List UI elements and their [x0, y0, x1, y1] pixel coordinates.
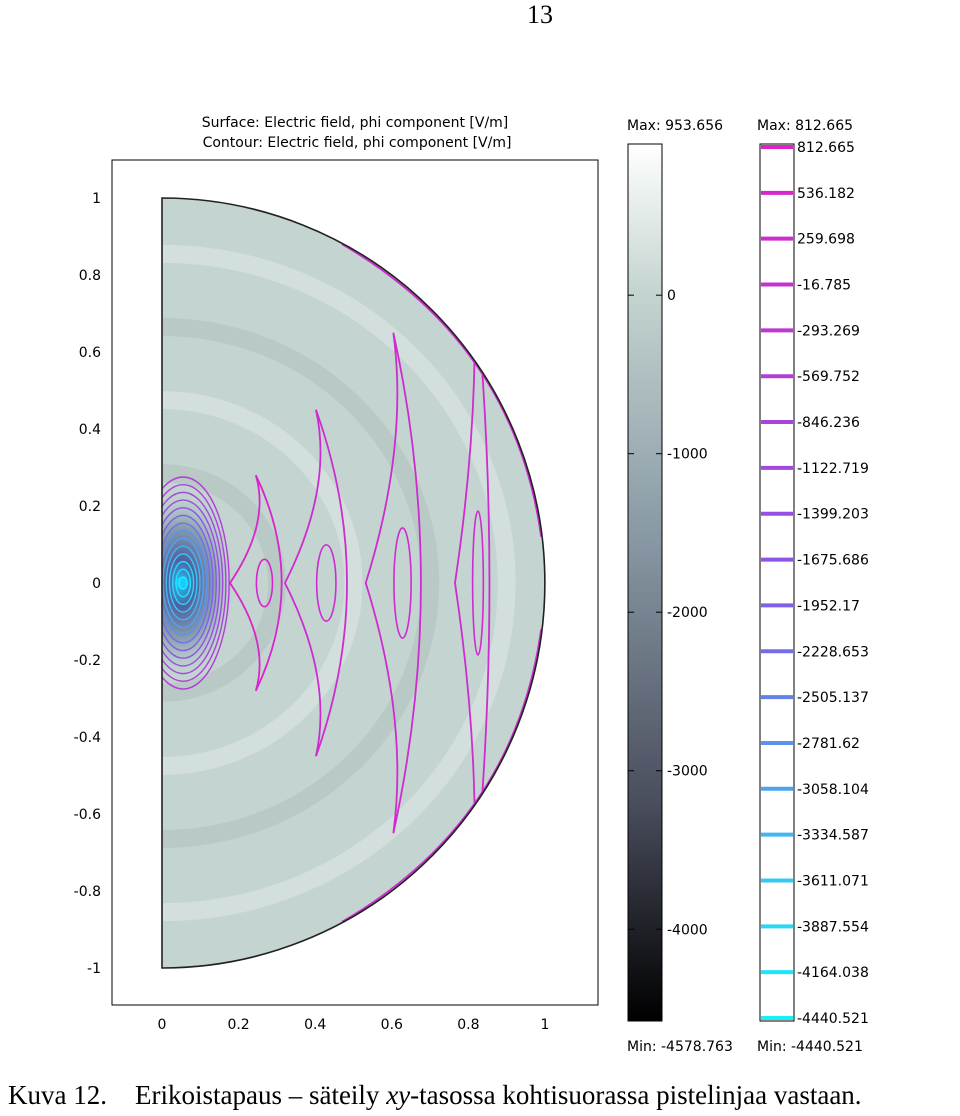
contour-title: Contour: Electric field, phi component [… [203, 135, 512, 151]
field-band [162, 464, 286, 702]
surface-min-label: Min: -4578.763 [627, 1039, 733, 1055]
wave-lobe-inner-contour [255, 558, 274, 608]
contour-level-label: -2781.62 [797, 736, 860, 752]
field-band [162, 244, 516, 922]
colorbar-tick-label: -3000 [667, 764, 708, 780]
x-tick-label: 1 [541, 1017, 550, 1033]
source-contour [162, 522, 211, 644]
y-tick-label: -0.6 [74, 807, 101, 823]
contour-level-label: -4164.038 [797, 965, 869, 981]
field-band [162, 317, 440, 849]
wave-lobe-inner-contour [471, 510, 485, 656]
wave-lobe-contour [364, 332, 422, 834]
y-tick-label: 0.4 [79, 422, 101, 438]
contour-level-label: -2505.137 [797, 690, 869, 706]
caption-text-before: Erikoistapaus – säteily [134, 1080, 380, 1110]
contour-legend: Max: 812.665 812.665 536.182 259.698 -16.78… [757, 118, 869, 1055]
contour-level-label: -3887.554 [797, 919, 869, 935]
x-tick-label: 0 [158, 1017, 167, 1033]
source-contour [162, 483, 227, 683]
source-contour [165, 545, 201, 621]
wave-lobe-inner-contour [315, 544, 337, 622]
contour-level-label: -3058.104 [797, 782, 869, 798]
colorbar-tick-label: 0 [667, 288, 676, 304]
field-band [162, 391, 363, 775]
wave-lobe-contour [228, 474, 283, 692]
field-plot-figure: Surface: Electric field, phi component [… [74, 115, 869, 1055]
wave-lobe-contour [283, 409, 348, 757]
y-tick-label: 1 [92, 191, 101, 207]
y-axis-ticks: 1 0.8 0.6 0.4 0.2 0 -0.2 -0.4 -0.6 -0.8 -1 [74, 191, 101, 977]
contour-level-label: -569.752 [797, 369, 860, 385]
contour-level-label: 812.665 [797, 140, 855, 156]
contour-level-label: -846.236 [797, 415, 860, 431]
outer-contour-arc [341, 243, 543, 537]
caption-text-after: -tasossa kohtisuorassa pistelinjaa vasta… [410, 1080, 862, 1110]
source-contour [162, 491, 224, 675]
contour-level-label: 259.698 [797, 232, 855, 248]
wave-lobe-inner-contour [393, 527, 412, 639]
x-tick-label: 0.4 [304, 1017, 326, 1033]
contour-level-label: -1675.686 [797, 553, 869, 569]
y-tick-label: 0.8 [79, 268, 101, 284]
x-axis-ticks: 0 0.2 0.4 0.6 0.8 1 [158, 1017, 550, 1033]
contour-level-label: 536.182 [797, 186, 855, 202]
surface-title: Surface: Electric field, phi component [… [202, 115, 509, 131]
source-contour [171, 560, 195, 606]
caption-italic: xy [386, 1080, 411, 1110]
contour-level-label: -1952.17 [797, 598, 860, 614]
source-point [175, 577, 188, 589]
contour-level-label: -1399.203 [797, 507, 869, 523]
contour-level-label: -3334.587 [797, 828, 869, 844]
contour-min-label: Min: -4440.521 [757, 1039, 863, 1055]
source-contour [162, 537, 205, 629]
colorbar-tick-label: -1000 [667, 447, 708, 463]
surface-colorbar-gradient [627, 143, 663, 1022]
page-number: 13 [527, 0, 553, 29]
figure-caption: Kuva 12. Erikoistapaus – säteily xy-tasos… [8, 1080, 960, 1111]
plot-titles: Surface: Electric field, phi component [… [202, 115, 512, 151]
colorbar-tick-label: -4000 [667, 922, 708, 938]
contour-level-label: -293.269 [797, 323, 860, 339]
x-tick-label: 0.2 [227, 1017, 249, 1033]
caption-label: Kuva 12. [8, 1080, 107, 1110]
y-tick-label: -0.8 [74, 884, 101, 900]
contour-legend-box [759, 143, 795, 1022]
contour-level-label: -4440.521 [797, 1011, 869, 1027]
contour-level-label: -2228.653 [797, 644, 869, 660]
y-tick-label: -0.4 [74, 730, 101, 746]
y-tick-label: 0.2 [79, 499, 101, 515]
x-tick-label: 0.6 [381, 1017, 403, 1033]
x-tick-label: 0.8 [457, 1017, 479, 1033]
source-contour [178, 576, 188, 590]
source-contour [162, 530, 208, 636]
surface-max-label: Max: 953.656 [627, 118, 723, 134]
y-tick-label: 0.6 [79, 345, 101, 361]
surface-colorbar: Max: 953.656 0 -1000 -2000 -3000 -4000 Min: … [627, 118, 733, 1055]
source-contour [162, 507, 217, 659]
colorbar-tick-label: -2000 [667, 605, 708, 621]
contour-level-label: -16.785 [797, 278, 851, 294]
source-contour [175, 568, 192, 598]
y-tick-label: 0 [92, 576, 101, 592]
domain-boundary [161, 197, 546, 969]
contour-level-label: -1122.719 [797, 461, 869, 477]
source-contour [168, 553, 198, 613]
contour-level-label: -3611.071 [797, 873, 869, 889]
source-contour [162, 514, 214, 652]
caption-text: Erikoistapaus – säteily xy-tasossa kohti… [135, 1080, 862, 1110]
outer-contour-arc [341, 629, 543, 923]
source-contour [162, 499, 221, 667]
y-tick-label: -0.2 [74, 653, 101, 669]
field-domain [161, 197, 546, 969]
y-tick-label: -1 [87, 961, 101, 977]
contour-max-label: Max: 812.665 [757, 118, 853, 134]
